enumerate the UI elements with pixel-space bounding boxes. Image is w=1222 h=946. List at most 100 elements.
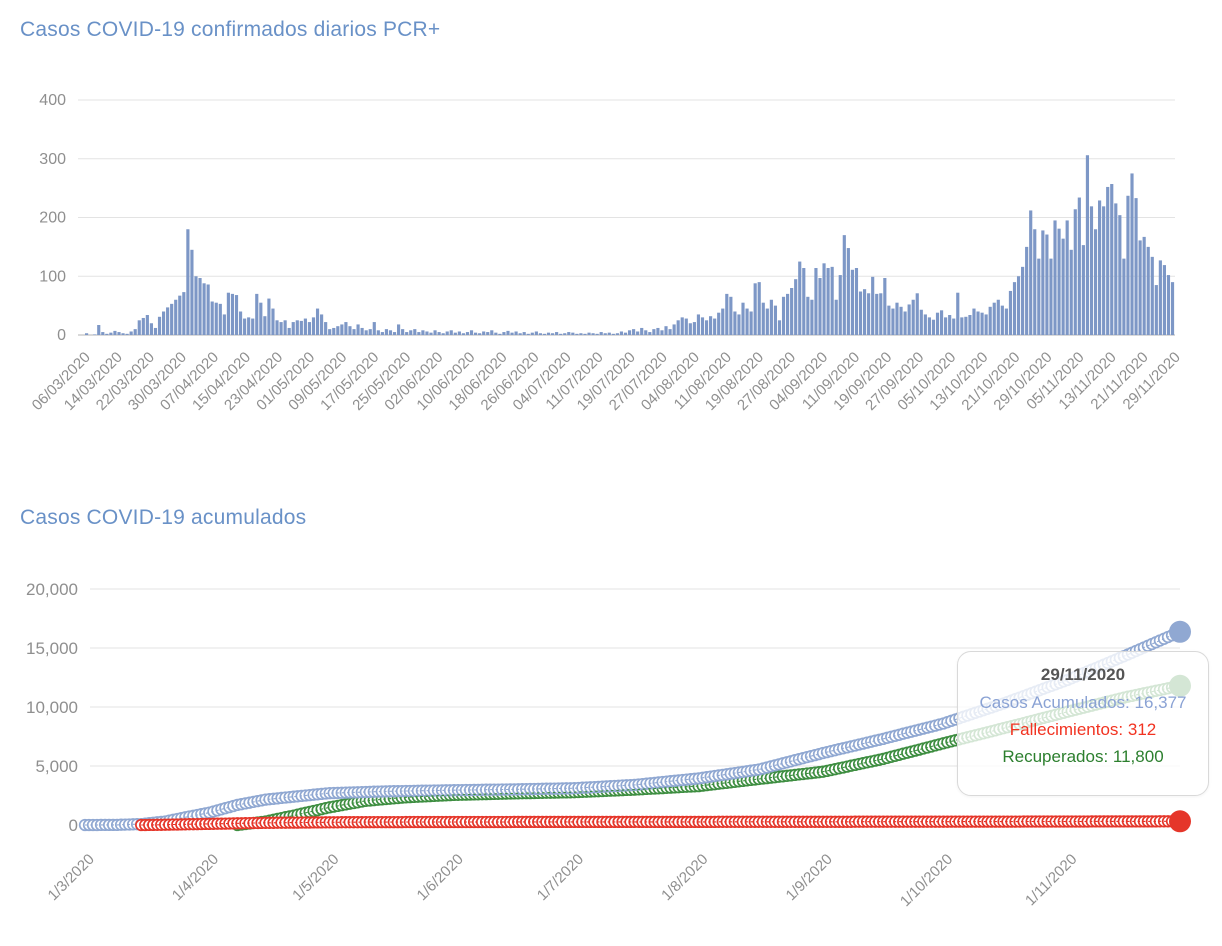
daily-cases-bar[interactable]: [174, 299, 178, 335]
daily-cases-bar[interactable]: [1049, 258, 1053, 336]
daily-cases-bar[interactable]: [992, 302, 996, 335]
daily-cases-bar[interactable]: [826, 268, 830, 335]
daily-cases-bar[interactable]: [652, 329, 656, 336]
daily-cases-bar[interactable]: [1114, 203, 1118, 335]
daily-cases-bar[interactable]: [615, 333, 619, 335]
daily-cases-bar[interactable]: [93, 334, 97, 335]
daily-cases-bar[interactable]: [883, 278, 887, 335]
daily-cases-bar[interactable]: [384, 329, 389, 336]
daily-cases-bar[interactable]: [810, 299, 814, 335]
daily-cases-bar[interactable]: [275, 320, 279, 335]
daily-cases-bar[interactable]: [599, 332, 603, 335]
daily-cases-bar[interactable]: [494, 332, 498, 335]
daily-cases-bar[interactable]: [700, 317, 705, 336]
daily-cases-bar[interactable]: [510, 332, 514, 335]
daily-cases-bar[interactable]: [939, 310, 944, 335]
daily-cases-bar[interactable]: [490, 330, 494, 335]
daily-cases-bar[interactable]: [453, 332, 457, 335]
daily-cases-bar[interactable]: [773, 305, 778, 336]
daily-cases-bar[interactable]: [226, 292, 230, 335]
daily-cases-bar[interactable]: [1025, 246, 1029, 336]
daily-cases-bar[interactable]: [765, 308, 769, 335]
daily-cases-bar[interactable]: [648, 332, 652, 335]
daily-cases-bar[interactable]: [952, 318, 956, 335]
daily-cases-bar[interactable]: [486, 332, 490, 335]
daily-cases-bar[interactable]: [919, 309, 923, 335]
daily-cases-bar[interactable]: [761, 302, 765, 335]
daily-cases-bar[interactable]: [627, 330, 632, 335]
daily-cases-bar[interactable]: [526, 333, 530, 335]
daily-cases-bar[interactable]: [502, 332, 506, 335]
daily-cases-bar[interactable]: [1122, 258, 1126, 336]
daily-cases-bar[interactable]: [498, 333, 502, 335]
daily-cases-bar[interactable]: [518, 333, 522, 335]
daily-cases-bar[interactable]: [854, 268, 859, 335]
daily-cases-bar[interactable]: [413, 329, 417, 336]
daily-cases-bar[interactable]: [113, 330, 117, 335]
daily-cases-bar[interactable]: [988, 306, 992, 335]
daily-cases-bar[interactable]: [806, 296, 810, 335]
daily-cases-bar[interactable]: [1166, 275, 1171, 335]
daily-cases-bar[interactable]: [587, 332, 591, 335]
daily-cases-bar[interactable]: [425, 331, 429, 336]
daily-cases-bar[interactable]: [206, 284, 210, 335]
daily-cases-bar[interactable]: [166, 307, 170, 335]
daily-cases-bar[interactable]: [692, 322, 696, 335]
daily-cases-bar[interactable]: [202, 283, 206, 335]
daily-cases-bar[interactable]: [1162, 265, 1166, 335]
daily-cases-bar[interactable]: [571, 332, 575, 335]
daily-cases-bar[interactable]: [332, 327, 336, 335]
daily-cases-bar[interactable]: [372, 322, 376, 335]
daily-cases-bar[interactable]: [729, 296, 733, 335]
daily-cases-bar[interactable]: [972, 308, 976, 335]
daily-cases-bar[interactable]: [822, 263, 826, 335]
daily-cases-bar[interactable]: [656, 327, 660, 335]
daily-cases-bar[interactable]: [567, 332, 571, 335]
daily-cases-bar[interactable]: [534, 331, 538, 336]
daily-cases-bar[interactable]: [530, 332, 534, 335]
daily-cases-bar[interactable]: [133, 329, 137, 336]
daily-cases-bar[interactable]: [320, 314, 324, 335]
daily-cases-bar[interactable]: [923, 314, 927, 335]
daily-cases-bar[interactable]: [469, 330, 474, 335]
daily-cases-bar[interactable]: [1158, 260, 1162, 335]
daily-cases-bar[interactable]: [1004, 308, 1008, 335]
daily-cases-bar[interactable]: [182, 292, 186, 335]
daily-cases-bar[interactable]: [340, 324, 344, 336]
daily-cases-bar[interactable]: [121, 333, 125, 335]
daily-cases-bar[interactable]: [672, 324, 676, 336]
daily-cases-bar[interactable]: [871, 276, 875, 335]
daily-cases-bar[interactable]: [1016, 276, 1021, 335]
daily-cases-bar[interactable]: [214, 302, 218, 335]
daily-cases-bar[interactable]: [814, 268, 818, 335]
daily-cases-bar[interactable]: [579, 333, 583, 335]
daily-cases-bar[interactable]: [417, 332, 421, 335]
daily-cases-bar[interactable]: [980, 312, 984, 335]
daily-cases-bar[interactable]: [858, 291, 863, 335]
daily-cases-bar[interactable]: [267, 298, 271, 335]
daily-cases-bar[interactable]: [461, 333, 465, 335]
daily-cases-bar[interactable]: [141, 317, 145, 335]
daily-cases-bar[interactable]: [311, 317, 316, 336]
daily-cases-bar[interactable]: [745, 308, 749, 335]
daily-cases-bar[interactable]: [1061, 238, 1065, 335]
daily-cases-bar[interactable]: [1146, 246, 1150, 336]
daily-cases-bar[interactable]: [145, 315, 149, 335]
daily-cases-bar[interactable]: [1077, 197, 1081, 335]
daily-cases-bar[interactable]: [1057, 228, 1061, 335]
daily-cases-bar[interactable]: [660, 330, 664, 335]
daily-cases-bar[interactable]: [680, 317, 684, 336]
daily-cases-bar[interactable]: [542, 333, 547, 335]
daily-cases-bar[interactable]: [1093, 229, 1098, 335]
daily-cases-bar[interactable]: [976, 311, 980, 336]
daily-cases-bar[interactable]: [1110, 184, 1114, 335]
daily-cases-bar[interactable]: [850, 269, 854, 335]
daily-cases-bar[interactable]: [1069, 249, 1073, 335]
daily-cases-bar[interactable]: [291, 322, 295, 335]
daily-cases-bar[interactable]: [218, 303, 222, 335]
daily-cases-bar[interactable]: [364, 330, 368, 335]
daily-cases-bar[interactable]: [198, 278, 202, 335]
daily-cases-bar[interactable]: [157, 316, 162, 335]
daily-cases-bar[interactable]: [1154, 285, 1158, 335]
daily-cases-bar[interactable]: [1045, 234, 1049, 335]
